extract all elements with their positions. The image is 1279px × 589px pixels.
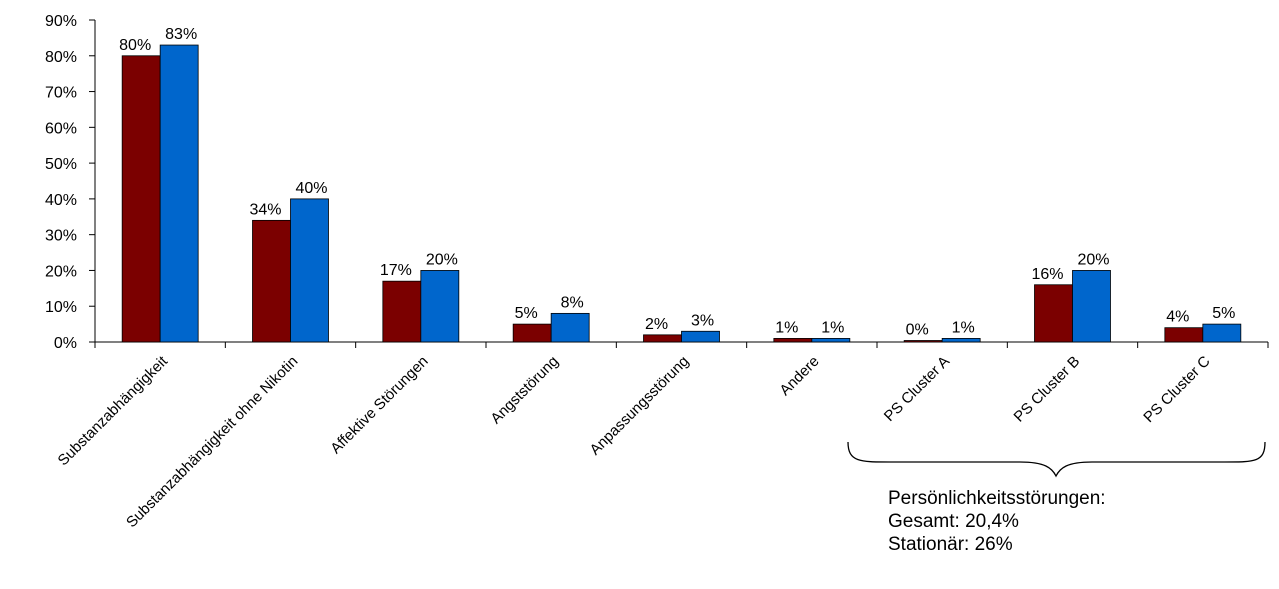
bar-series2 bbox=[681, 330, 720, 343]
bar-series2 bbox=[159, 44, 199, 343]
y-tick-label: 40% bbox=[45, 192, 77, 209]
y-tick-label: 80% bbox=[45, 49, 77, 66]
y-tick-label: 90% bbox=[45, 13, 77, 30]
bar-series2 bbox=[420, 270, 460, 343]
chart-bars bbox=[121, 44, 1242, 343]
bar-series2 bbox=[941, 338, 981, 343]
y-tick-label: 10% bbox=[45, 299, 77, 316]
bar-series1 bbox=[252, 219, 291, 343]
data-label: 20% bbox=[1077, 251, 1109, 268]
data-label: 1% bbox=[775, 319, 798, 336]
category-label: PS Cluster A bbox=[881, 353, 953, 425]
data-label: 40% bbox=[295, 180, 327, 197]
note-inpatient: Stationär: 26% bbox=[888, 534, 1013, 555]
category-label: Affektive Störungen bbox=[327, 353, 431, 457]
category-label: Anpassungsstörung bbox=[587, 353, 693, 459]
data-label: 2% bbox=[645, 316, 668, 333]
y-tick-label: 60% bbox=[45, 120, 77, 137]
data-label: 1% bbox=[821, 319, 844, 336]
bar-series1 bbox=[643, 334, 682, 343]
bar-series1 bbox=[121, 55, 161, 343]
data-label: 17% bbox=[380, 262, 412, 279]
bar-series1 bbox=[1164, 327, 1204, 343]
y-tick-label: 20% bbox=[45, 263, 77, 280]
bar-series2 bbox=[550, 312, 590, 343]
data-label: 5% bbox=[1212, 305, 1235, 322]
chart-data-labels: 80% 83% 34% 40% 17% 20% 5% 8% 2% 3% 1% 1% 0% 1% 16% 20%… bbox=[119, 26, 1235, 338]
category-label: Andere bbox=[776, 353, 822, 399]
category-label: PS Cluster C bbox=[1140, 353, 1213, 426]
y-tick-label: 30% bbox=[45, 228, 77, 245]
personality-disorders-brace bbox=[847, 441, 1266, 478]
y-tick-label: 50% bbox=[45, 156, 77, 173]
data-label: 80% bbox=[119, 37, 151, 54]
data-label: 3% bbox=[691, 312, 714, 329]
data-label: 83% bbox=[165, 26, 197, 43]
personality-disorders-note: Persönlichkeitsstörungen: Gesamt: 20,4% … bbox=[888, 487, 1188, 560]
bar-series1 bbox=[382, 280, 422, 343]
bar-series1 bbox=[512, 323, 552, 343]
bar-series1 bbox=[903, 340, 943, 343]
bar-series2 bbox=[290, 198, 329, 343]
y-tick-label: 70% bbox=[45, 85, 77, 102]
bar-series2 bbox=[1072, 270, 1111, 343]
note-title: Persönlichkeitsstörungen: bbox=[888, 488, 1106, 509]
data-label: 0% bbox=[906, 322, 929, 339]
data-label: 5% bbox=[515, 305, 538, 322]
note-total: Gesamt: 20,4% bbox=[888, 511, 1019, 532]
bar-series1 bbox=[1034, 284, 1073, 343]
data-label: 16% bbox=[1031, 266, 1063, 283]
category-label: Substanzabhängigkeit bbox=[55, 352, 172, 469]
bar-series2 bbox=[1202, 323, 1242, 343]
category-label: Angststörung bbox=[487, 353, 562, 428]
bar-series1 bbox=[773, 338, 813, 343]
data-label: 8% bbox=[561, 294, 584, 311]
category-label: PS Cluster B bbox=[1011, 353, 1084, 426]
y-tick-label: 0% bbox=[54, 335, 77, 352]
data-label: 4% bbox=[1166, 309, 1189, 326]
data-label: 20% bbox=[426, 251, 458, 268]
data-label: 1% bbox=[952, 319, 975, 336]
bar-series2 bbox=[811, 338, 851, 343]
data-label: 34% bbox=[249, 201, 281, 218]
